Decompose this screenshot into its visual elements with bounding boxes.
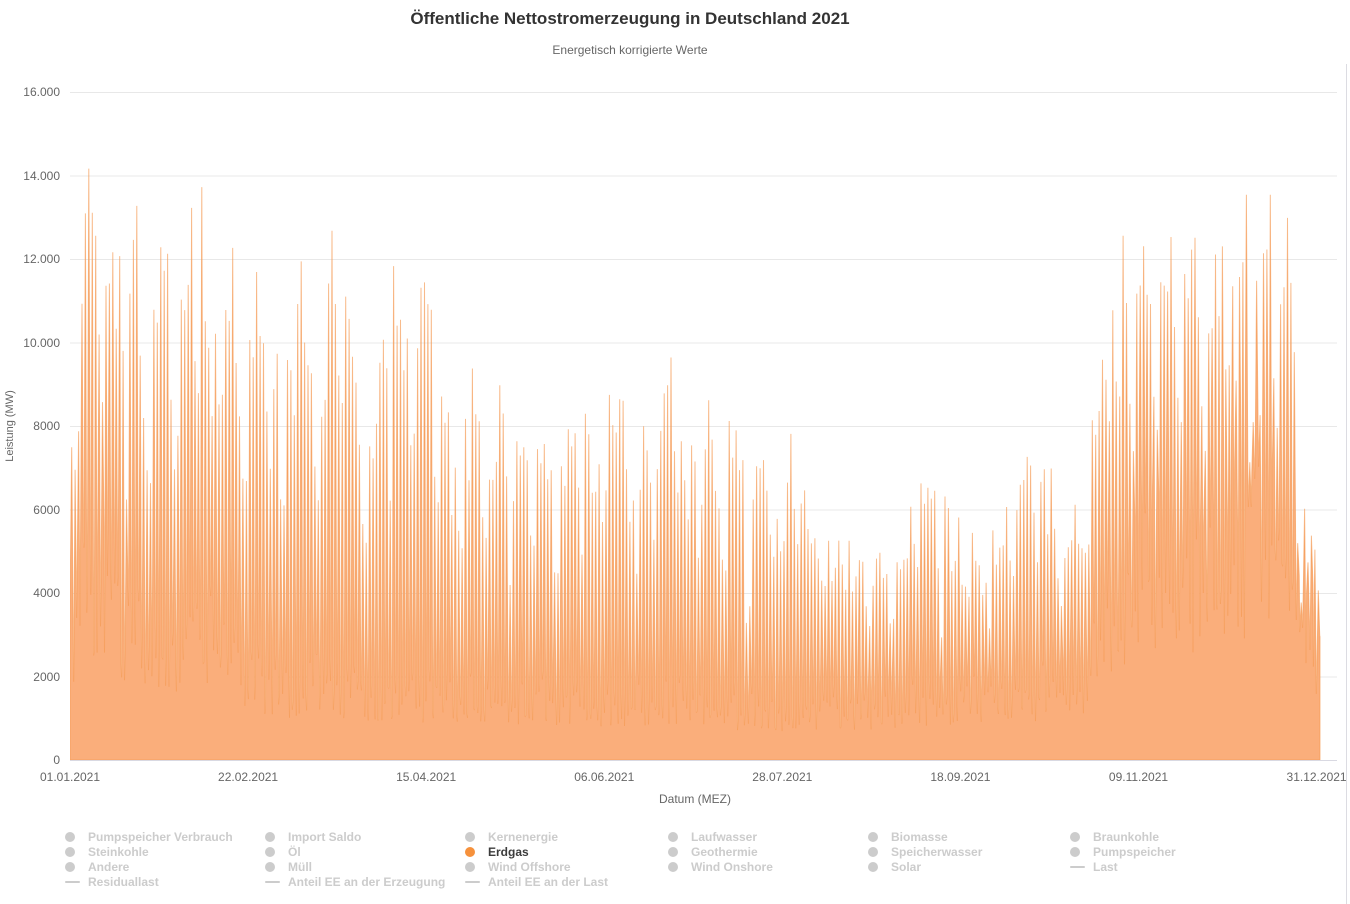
- legend-label: Erdgas: [488, 844, 529, 859]
- legend-label: Anteil EE an der Last: [488, 874, 609, 889]
- wind-onshore-dot-icon: [668, 861, 678, 872]
- legend-column: Braunkohle Pumpspeicher Last: [1070, 829, 1176, 874]
- anteil-ee-last-line-icon: [465, 880, 480, 883]
- legend-label: Last: [1093, 859, 1118, 874]
- y-tick-label: 0: [53, 753, 60, 767]
- legend-label: Anteil EE an der Erzeugung: [288, 874, 446, 889]
- legend-item-steinkohle[interactable]: Steinkohle: [65, 844, 233, 859]
- erdgas-area-chart[interactable]: [70, 92, 1337, 762]
- legend-item-kernenergie[interactable]: Kernenergie: [465, 829, 608, 844]
- braunkohle-dot-icon: [1070, 831, 1080, 842]
- x-tick-label: 28.07.2021: [752, 770, 813, 784]
- speicherwasser-dot-icon: [868, 846, 878, 857]
- wind-offshore-dot-icon: [465, 861, 475, 872]
- biomasse-dot-icon: [868, 831, 878, 842]
- legend-label: Andere: [88, 859, 130, 874]
- import-saldo-dot-icon: [265, 831, 275, 842]
- x-tick-label: 22.02.2021: [218, 770, 279, 784]
- legend-item-import-saldo[interactable]: Import Saldo: [265, 829, 445, 844]
- legend-column: Laufwasser Geothermie Wind Onshore: [668, 829, 773, 874]
- legend-label: Biomasse: [891, 829, 948, 844]
- x-tick-label: 01.01.2021: [39, 770, 101, 784]
- legend-item-braunkohle[interactable]: Braunkohle: [1070, 829, 1176, 844]
- legend-label: Geothermie: [691, 844, 758, 859]
- last-line-icon: [1070, 865, 1085, 868]
- x-axis-title: Datum (MEZ): [659, 792, 731, 806]
- oel-dot-icon: [265, 846, 275, 857]
- legend-item-solar[interactable]: Solar: [868, 859, 982, 874]
- chart-header: Öffentliche Nettostromerzeugung in Deuts…: [0, 8, 1260, 57]
- legend-item-speicherwasser[interactable]: Speicherwasser: [868, 844, 982, 859]
- legend-label: Wind Onshore: [691, 859, 773, 874]
- x-tick-label: 18.09.2021: [930, 770, 991, 784]
- legend-label: Pumpspeicher Verbrauch: [88, 829, 233, 844]
- anteil-ee-erzeugung-line-icon: [265, 880, 280, 883]
- erdgas-dot-icon: [465, 846, 475, 857]
- y-tick-label: 8000: [33, 419, 60, 433]
- y-tick-label: 2000: [33, 669, 60, 684]
- legend-label: Wind Offshore: [488, 859, 571, 874]
- legend-item-andere[interactable]: Andere: [65, 859, 233, 874]
- pumpspeicher-dot-icon: [1070, 846, 1080, 857]
- legend-label: Solar: [891, 859, 922, 874]
- muell-dot-icon: [265, 861, 275, 872]
- legend-label: Müll: [288, 859, 312, 874]
- page-title: Öffentliche Nettostromerzeugung in Deuts…: [410, 9, 850, 28]
- legend-column: Biomasse Speicherwasser Solar: [868, 829, 982, 874]
- y-tick-label: 16.000: [23, 85, 60, 99]
- y-axis-title: Leistung (MW): [4, 390, 16, 462]
- erdgas-area[interactable]: [70, 168, 1321, 761]
- laufwasser-dot-icon: [668, 831, 678, 842]
- page-subtitle: Energetisch korrigierte Werte: [552, 43, 708, 57]
- x-tick-label: 06.06.2021: [574, 770, 635, 784]
- steinkohle-dot-icon: [65, 846, 75, 857]
- legend-item-muell[interactable]: Müll: [265, 859, 445, 874]
- legend-item-oel[interactable]: Öl: [265, 844, 445, 859]
- y-tick-label: 14.000: [23, 168, 60, 183]
- scroll-divider: [1346, 64, 1347, 904]
- legend-item-wind-offshore[interactable]: Wind Offshore: [465, 859, 608, 874]
- legend-column: Kernenergie Erdgas Wind Offshore Anteil EE …: [465, 829, 608, 889]
- y-tick-label: 6000: [33, 502, 60, 517]
- residuallast-line-icon: [65, 880, 80, 883]
- legend-label: Steinkohle: [88, 844, 149, 859]
- legend-item-last[interactable]: Last: [1070, 859, 1176, 874]
- legend-item-geothermie[interactable]: Geothermie: [668, 844, 773, 859]
- andere-dot-icon: [65, 861, 75, 872]
- legend-column: Import Saldo Öl Müll Anteil EE an der Erzeu…: [265, 829, 445, 889]
- legend-label: Laufwasser: [691, 829, 758, 844]
- legend-item-laufwasser[interactable]: Laufwasser: [668, 829, 773, 844]
- legend-label: Braunkohle: [1093, 829, 1160, 844]
- legend-label: Pumpspeicher: [1093, 844, 1176, 859]
- kernenergie-dot-icon: [465, 831, 475, 842]
- legend-item-anteil-ee-last[interactable]: Anteil EE an der Last: [465, 874, 608, 889]
- legend-label: Kernenergie: [488, 829, 559, 844]
- legend-item-pumpspeicher-verbrauch[interactable]: Pumpspeicher Verbrauch: [65, 829, 233, 844]
- y-tick-label: 12.000: [23, 252, 60, 266]
- y-tick-label: 4000: [33, 586, 60, 600]
- legend-label: Speicherwasser: [891, 844, 983, 859]
- x-tick-label: 31.12.2021: [1286, 770, 1347, 784]
- x-tick-label: 15.04.2021: [396, 770, 457, 784]
- x-tick-label: 09.11.2021: [1108, 770, 1169, 784]
- legend-item-erdgas[interactable]: Erdgas: [465, 844, 608, 859]
- legend-item-wind-onshore[interactable]: Wind Onshore: [668, 859, 773, 874]
- geothermie-dot-icon: [668, 846, 678, 857]
- legend-label: Residuallast: [88, 874, 159, 889]
- legend-item-biomasse[interactable]: Biomasse: [868, 829, 982, 844]
- solar-dot-icon: [868, 861, 878, 872]
- y-tick-label: 10.000: [23, 335, 60, 350]
- legend-item-residuallast[interactable]: Residuallast: [65, 874, 233, 889]
- legend-label: Öl: [288, 844, 301, 859]
- legend-label: Import Saldo: [288, 829, 362, 844]
- legend-item-pumpspeicher[interactable]: Pumpspeicher: [1070, 844, 1176, 859]
- legend-item-anteil-ee-erzeugung[interactable]: Anteil EE an der Erzeugung: [265, 874, 445, 889]
- pumpspeicher-verbrauch-dot-icon: [65, 831, 75, 842]
- legend: Pumpspeicher Verbrauch Steinkohle Andere Re…: [0, 829, 1350, 899]
- legend-column: Pumpspeicher Verbrauch Steinkohle Andere Re…: [65, 829, 233, 889]
